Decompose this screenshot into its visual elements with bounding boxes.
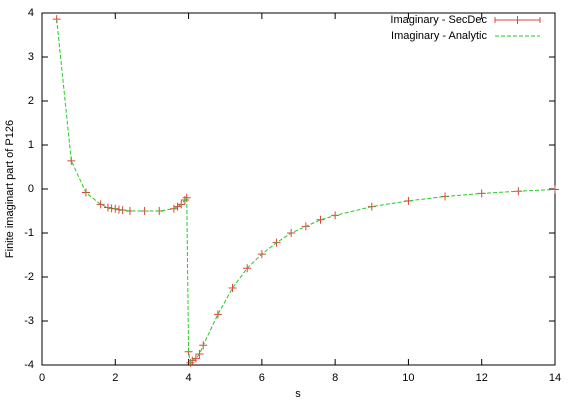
x-tick-label: 2 xyxy=(112,372,118,384)
x-tick-label: 4 xyxy=(186,372,192,384)
x-tick-label: 8 xyxy=(332,372,338,384)
plot-frame xyxy=(41,12,556,366)
y-tick-label: -1 xyxy=(24,227,34,239)
y-tick-label: 0 xyxy=(28,183,34,195)
legend-label: Imaginary - SecDec xyxy=(390,14,487,26)
y-tick-label: 3 xyxy=(28,51,34,63)
y-tick-label: 1 xyxy=(28,139,34,151)
x-tick-label: 10 xyxy=(402,372,414,384)
point xyxy=(191,354,200,363)
y-tick-label: -4 xyxy=(24,359,34,371)
y-tick-label: 2 xyxy=(28,95,34,107)
x-tick-label: 14 xyxy=(549,372,561,384)
legend-swatch xyxy=(494,16,541,24)
x-tick-label: 12 xyxy=(476,372,488,384)
y-tick-label: -3 xyxy=(24,315,34,327)
x-tick-label: 6 xyxy=(259,372,265,384)
point xyxy=(173,202,182,211)
y-tick-label: 4 xyxy=(28,7,34,19)
point xyxy=(96,200,105,209)
y-tick-label: -2 xyxy=(24,271,34,283)
x-tick-label: 0 xyxy=(39,372,45,384)
point xyxy=(228,284,237,292)
analytic-line xyxy=(56,19,556,364)
point xyxy=(213,310,222,319)
point xyxy=(316,215,325,224)
x-axis-label: s xyxy=(295,388,301,400)
y-axis-label: Finite imaginart part of P126 xyxy=(4,120,16,258)
legend-label: Imaginary - Analytic xyxy=(391,30,487,42)
